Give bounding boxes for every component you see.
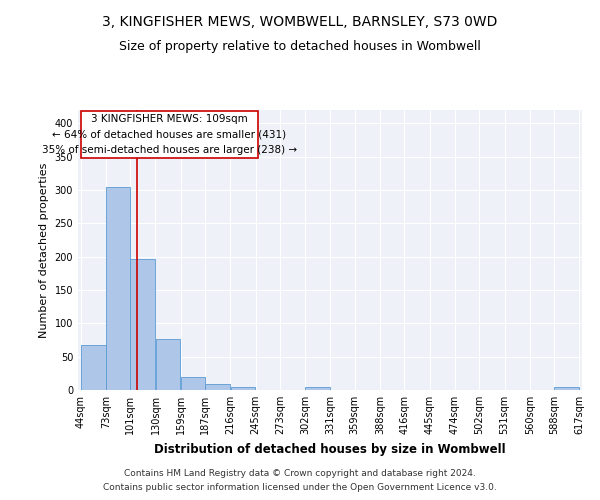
Bar — [230, 386, 256, 390]
Text: Contains public sector information licensed under the Open Government Licence v3: Contains public sector information licen… — [103, 484, 497, 492]
FancyBboxPatch shape — [80, 112, 258, 158]
X-axis label: Distribution of detached houses by size in Wombwell: Distribution of detached houses by size … — [154, 442, 506, 456]
Bar — [156, 340, 181, 390]
Text: Contains HM Land Registry data © Crown copyright and database right 2024.: Contains HM Land Registry data © Crown c… — [124, 468, 476, 477]
Text: 3, KINGFISHER MEWS, WOMBWELL, BARNSLEY, S73 0WD: 3, KINGFISHER MEWS, WOMBWELL, BARNSLEY, … — [103, 15, 497, 29]
Bar — [81, 346, 106, 390]
Y-axis label: Number of detached properties: Number of detached properties — [39, 162, 49, 338]
Text: 3 KINGFISHER MEWS: 109sqm: 3 KINGFISHER MEWS: 109sqm — [91, 114, 248, 124]
Bar — [305, 386, 330, 390]
Bar — [181, 376, 205, 390]
Bar — [205, 384, 230, 390]
Text: 35% of semi-detached houses are larger (238) →: 35% of semi-detached houses are larger (… — [42, 145, 297, 155]
Text: ← 64% of detached houses are smaller (431): ← 64% of detached houses are smaller (43… — [52, 130, 286, 140]
Bar — [130, 258, 155, 390]
Bar — [106, 188, 130, 390]
Bar — [554, 388, 579, 390]
Text: Size of property relative to detached houses in Wombwell: Size of property relative to detached ho… — [119, 40, 481, 53]
